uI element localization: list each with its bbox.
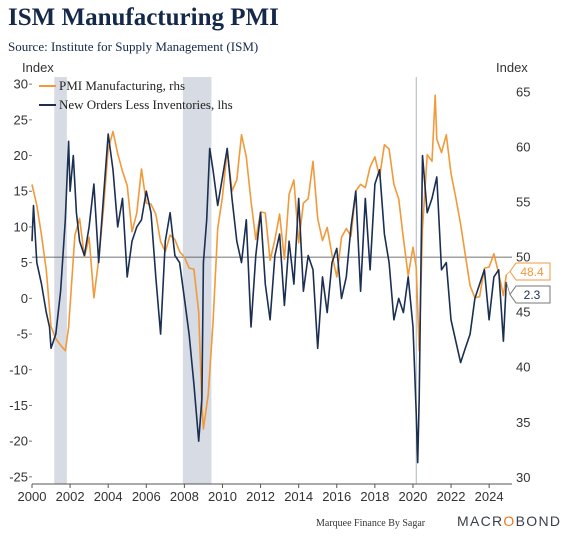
callout-leader (506, 271, 511, 275)
x-tick-label: 2006 (132, 489, 161, 504)
y-left-tick-label: -25 (9, 469, 28, 484)
credit-text: Marquee Finance By Sagar (316, 518, 426, 529)
x-tick-label: 2008 (170, 489, 199, 504)
chart-title: ISM Manufacturing PMI (8, 4, 279, 31)
x-tick-label: 2002 (56, 489, 85, 504)
x-tick-label: 2000 (18, 489, 47, 504)
y-right-tick-label: 65 (516, 84, 530, 99)
logo-text-start: MACR (457, 513, 504, 529)
chart-subtitle: Source: Institute for Supply Management … (8, 39, 259, 54)
y-left-tick-label: 15 (14, 184, 28, 199)
series-line-new-orders (31, 133, 508, 464)
y-left-tick-label: 20 (14, 148, 28, 163)
x-tick-label: 2018 (360, 489, 389, 504)
y-left-tick-label: 25 (14, 112, 28, 127)
y-left-tick-label: -20 (9, 434, 28, 449)
macrobond-logo: MACROBOND (457, 513, 561, 529)
y-left-tick-label: 30 (14, 77, 28, 92)
y-left-tick-label: 5 (21, 255, 28, 270)
legend-label: New Orders Less Inventories, lhs (59, 97, 233, 112)
x-tick-label: 2014 (284, 489, 313, 504)
logo-text-o: O (503, 513, 516, 529)
logo-text-end: BOND (515, 513, 562, 529)
y-right-tick-label: 45 (516, 305, 530, 320)
x-tick-label: 2012 (246, 489, 275, 504)
y-right-tick-label: 30 (516, 470, 530, 485)
y-right-tick-label: 40 (516, 360, 530, 375)
y-left-tick-label: -10 (9, 362, 28, 377)
legend-label: PMI Manufacturing, rhs (59, 78, 185, 93)
y-left-tick-label: -5 (16, 327, 28, 342)
y-right-tick-label: 55 (516, 195, 530, 210)
pmi-last-value-box (509, 262, 551, 281)
x-tick-label: 2020 (398, 489, 427, 504)
new-orders-last-value-box (509, 285, 551, 304)
y-left-tick-label: 10 (14, 219, 28, 234)
y-left-tick-label: -15 (9, 398, 28, 413)
y-right-tick-label: 35 (516, 415, 530, 430)
x-tick-label: 2022 (437, 489, 466, 504)
new-orders-last-value: 2.3 (524, 288, 541, 302)
y-left-tick-label: 0 (21, 291, 28, 306)
callout-leader (505, 281, 511, 295)
y-right-tick-label: 50 (516, 250, 530, 265)
y-right-axis-label: Index (496, 60, 528, 75)
series-line-pmi (31, 94, 508, 430)
x-tick-label: 2004 (94, 489, 123, 504)
y-right-tick-label: 60 (516, 139, 530, 154)
x-tick-label: 2016 (322, 489, 351, 504)
x-tick-label: 2010 (208, 489, 237, 504)
x-tick-label: 2024 (475, 489, 504, 504)
pmi-last-value: 48.4 (520, 265, 544, 279)
y-left-axis-label: Index (22, 60, 54, 75)
